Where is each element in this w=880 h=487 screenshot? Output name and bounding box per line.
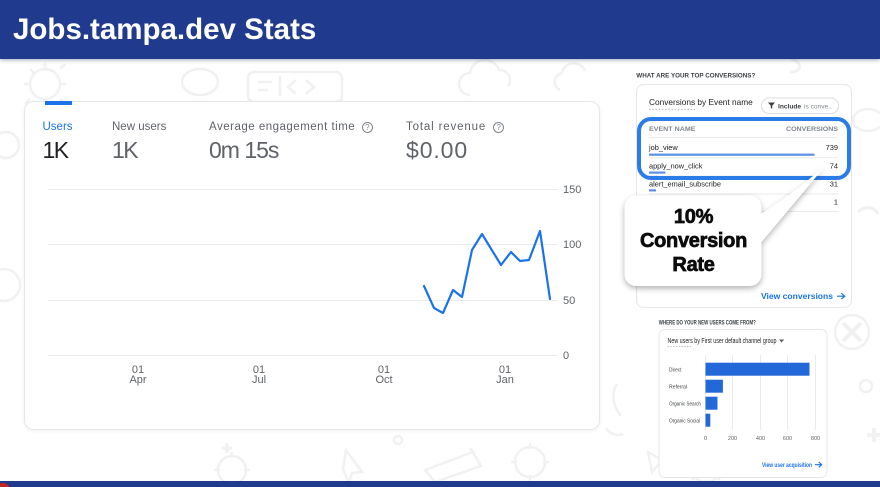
svg-text:CONVERSIONS: CONVERSIONS: [786, 126, 838, 133]
svg-text:Referral: Referral: [669, 385, 687, 391]
svg-text:74: 74: [830, 162, 838, 171]
svg-text:WHAT ARE YOUR TOP CONVERSIONS?: WHAT ARE YOUR TOP CONVERSIONS?: [636, 73, 755, 80]
svg-text:150: 150: [563, 184, 581, 196]
svg-text:job_view: job_view: [648, 143, 678, 152]
svg-text:View conversions: View conversions: [761, 291, 833, 301]
svg-text:0: 0: [563, 350, 569, 362]
svg-text:50: 50: [563, 295, 575, 307]
svg-text:Oct: Oct: [375, 374, 392, 386]
svg-text:Apr: Apr: [129, 374, 146, 386]
svg-text:Organic Search: Organic Search: [669, 402, 701, 408]
svg-text:31: 31: [830, 180, 838, 189]
svg-text:800: 800: [811, 436, 820, 442]
svg-text:apply_now_click: apply_now_click: [649, 162, 703, 171]
svg-text:01: 01: [499, 364, 511, 376]
svg-text:0: 0: [704, 436, 707, 442]
svg-text:is conve..: is conve..: [804, 104, 832, 111]
svg-text:739: 739: [826, 143, 838, 152]
svg-text:Jan: Jan: [496, 374, 514, 386]
svg-text:Conversions by Event name: Conversions by Event name: [649, 97, 753, 107]
svg-text:WHERE DO YOUR NEW USERS COME F: WHERE DO YOUR NEW USERS COME FROM?: [659, 320, 756, 327]
svg-text:EVENT NAME: EVENT NAME: [649, 126, 696, 133]
svg-text:600: 600: [783, 436, 792, 442]
svg-text:Jul: Jul: [252, 374, 266, 386]
svg-text:alert_email_subscribe: alert_email_subscribe: [649, 180, 721, 189]
svg-text:400: 400: [756, 436, 765, 442]
svg-text:01: 01: [378, 364, 390, 376]
svg-text:Organic Social: Organic Social: [669, 419, 700, 425]
svg-text:Direct: Direct: [669, 368, 682, 374]
svg-text:01: 01: [132, 364, 144, 376]
svg-text:100: 100: [563, 239, 581, 251]
svg-text:New users by First user defaul: New users by First user default channel …: [668, 338, 777, 345]
svg-text:View user acquisition: View user acquisition: [762, 462, 812, 469]
svg-text:01: 01: [253, 364, 265, 376]
svg-text:1: 1: [834, 198, 838, 207]
svg-text:Include: Include: [778, 104, 801, 111]
svg-text:200: 200: [728, 436, 737, 442]
